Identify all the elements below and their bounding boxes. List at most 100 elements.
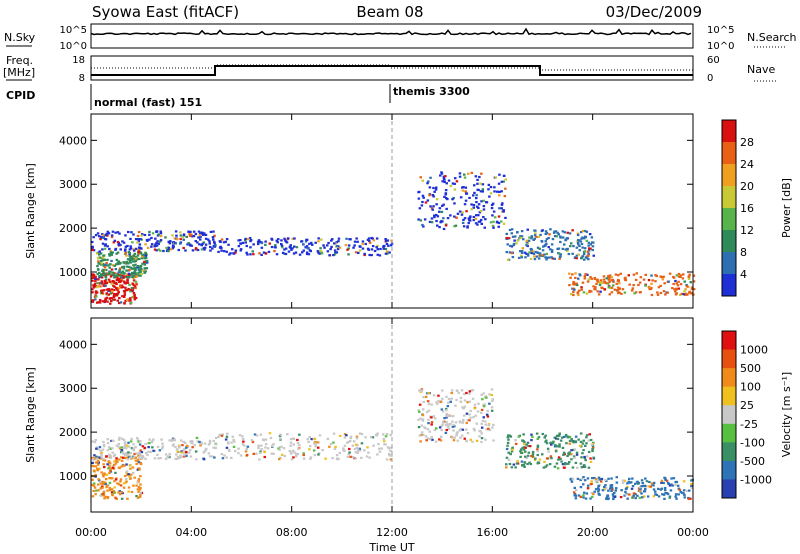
data-cell	[675, 282, 678, 285]
data-cell	[106, 463, 109, 466]
data-cell	[540, 240, 543, 243]
y-tick-label: 4000	[59, 338, 87, 351]
data-cell	[582, 465, 585, 468]
data-cell	[114, 268, 118, 271]
data-cell	[119, 274, 122, 277]
colorbar-segment	[722, 442, 736, 462]
data-cell	[520, 448, 523, 451]
data-cell	[644, 273, 647, 276]
data-cell	[382, 433, 385, 436]
data-cell	[485, 201, 488, 204]
data-cell	[491, 214, 494, 217]
data-cell	[157, 248, 161, 251]
data-cell	[129, 255, 133, 258]
data-cell	[278, 434, 282, 437]
data-cell	[218, 433, 221, 436]
data-cell	[348, 451, 351, 454]
data-cell	[335, 245, 339, 248]
data-cell	[239, 248, 243, 251]
data-cell	[588, 247, 591, 250]
data-cell	[111, 264, 115, 267]
data-cell	[134, 263, 137, 266]
data-cell	[102, 235, 105, 238]
data-cell	[568, 451, 571, 454]
data-cell	[640, 485, 643, 488]
data-cell	[571, 273, 574, 276]
data-cell	[559, 236, 562, 239]
data-cell	[291, 247, 294, 250]
data-cell	[314, 241, 317, 244]
data-cell	[451, 436, 454, 439]
data-cell	[159, 249, 162, 252]
data-cell	[611, 488, 614, 491]
data-cell	[480, 437, 484, 440]
data-cell	[586, 280, 590, 283]
data-cell	[195, 248, 198, 251]
data-cell	[628, 283, 631, 286]
data-cell	[100, 485, 104, 488]
data-cell	[502, 210, 505, 213]
data-cell	[148, 233, 151, 236]
data-cell	[92, 274, 95, 277]
data-cell	[260, 253, 263, 256]
data-cell	[650, 282, 653, 285]
data-cell	[103, 466, 106, 469]
data-cell	[560, 460, 563, 463]
data-cell	[310, 438, 313, 441]
data-cell	[118, 490, 121, 493]
data-cell	[574, 497, 578, 500]
freq-trace	[91, 65, 693, 76]
data-cell	[506, 444, 509, 447]
data-cell	[98, 253, 101, 256]
data-cell	[584, 444, 587, 447]
data-cell	[298, 433, 301, 436]
data-cell	[689, 292, 693, 295]
data-cell	[457, 391, 460, 394]
data-cell	[453, 425, 456, 428]
data-cell	[606, 494, 609, 497]
data-cell	[352, 246, 355, 249]
data-cell	[118, 262, 122, 265]
data-cell	[584, 459, 587, 462]
data-cell	[585, 436, 588, 439]
data-cell	[691, 286, 694, 289]
data-cell	[637, 487, 641, 490]
data-cell	[430, 416, 433, 419]
data-cell	[668, 484, 672, 487]
data-cell	[453, 215, 456, 218]
station-title: Syowa East (fitACF)	[92, 3, 239, 21]
data-cell	[222, 250, 226, 253]
data-cell	[572, 280, 575, 284]
data-cell	[213, 234, 216, 237]
data-cell	[553, 235, 557, 238]
data-cell	[544, 240, 547, 243]
data-cell	[115, 279, 119, 282]
data-cell	[231, 435, 234, 438]
data-cell	[159, 230, 162, 233]
data-cell	[675, 480, 678, 484]
data-cell	[220, 249, 223, 252]
data-cell	[594, 286, 597, 289]
data-cell	[133, 452, 136, 456]
data-cell	[101, 486, 104, 489]
data-cell	[100, 273, 103, 276]
data-cell	[104, 483, 107, 486]
data-cell	[115, 273, 119, 276]
data-cell	[198, 234, 201, 237]
data-cell	[545, 252, 549, 255]
data-cell	[178, 445, 181, 448]
data-cell	[171, 245, 175, 248]
data-cell	[115, 457, 118, 460]
data-cell	[522, 238, 525, 241]
data-cell	[519, 250, 522, 253]
data-cell	[139, 266, 142, 270]
data-cell	[320, 238, 323, 241]
data-cell	[360, 442, 364, 445]
data-cell	[583, 250, 587, 253]
data-cell	[125, 260, 128, 264]
data-cell	[594, 488, 598, 491]
x-tick-label: 00:00	[677, 526, 709, 539]
y-tick-label: 3000	[59, 382, 87, 395]
colorbar-tick-label: 28	[740, 136, 754, 149]
y-tick-label: 1000	[59, 470, 87, 483]
